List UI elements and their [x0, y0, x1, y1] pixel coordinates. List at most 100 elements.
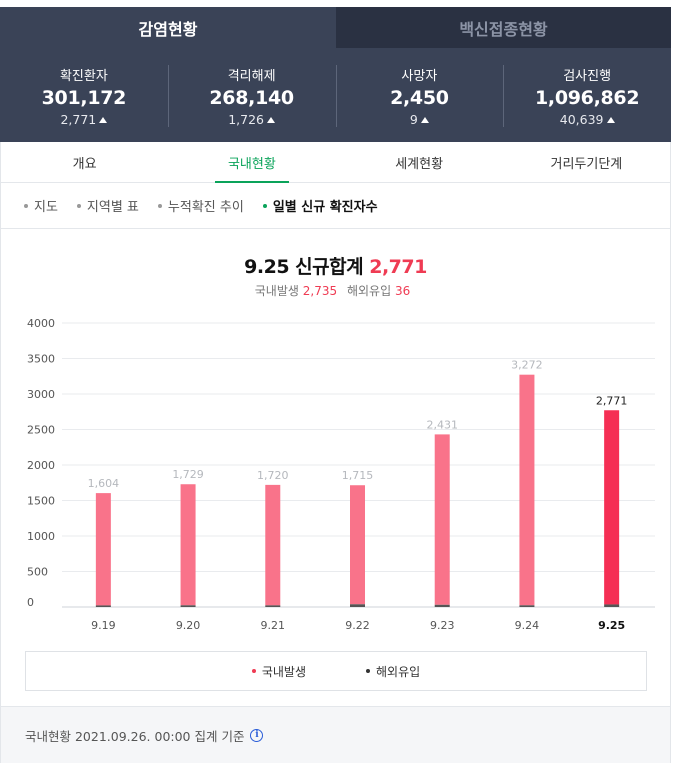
chart-title-total: 2,771	[369, 256, 427, 278]
tab-overview[interactable]: 개요	[72, 156, 97, 172]
legend-item-domestic[interactable]: 국내발생	[251, 663, 306, 680]
bar-overseas	[350, 604, 365, 607]
domestic-value: 2,735	[302, 284, 338, 298]
widget-frame	[0, 7, 671, 763]
y-tick-label: 500	[27, 566, 48, 579]
stat-testing: 검사진행 1,096,862 40,639	[503, 48, 671, 142]
bar-overseas	[180, 605, 196, 607]
bullet-icon	[76, 203, 81, 208]
stat-value: 2,450	[390, 87, 449, 109]
data-label: 1,729	[172, 468, 204, 481]
bar-domestic	[350, 485, 365, 605]
stat-value: 268,140	[209, 87, 294, 109]
up-arrow-icon	[99, 117, 108, 123]
legend-dot-icon	[366, 669, 370, 673]
sub-tabs: 개요 국내현황 세계현황 거리두기단계	[1, 142, 670, 183]
y-tick-label: 3500	[27, 353, 55, 366]
bar-overseas	[519, 605, 535, 607]
y-tick-label: 1000	[27, 530, 55, 543]
filter-map[interactable]: 지도	[24, 196, 58, 215]
filter-bar: 지도 지역별 표 누적확진 추이 일별 신규 확진자수	[1, 183, 670, 229]
stat-confirmed: 확진환자 301,172 2,771	[0, 48, 168, 142]
filter-label: 지도	[34, 200, 58, 215]
stat-label: 확진환자	[59, 69, 108, 84]
stat-delta: 9	[336, 112, 504, 127]
legend-label: 국내발생	[261, 664, 306, 679]
up-arrow-icon	[606, 117, 615, 123]
bar-domestic	[434, 434, 450, 605]
bar-chart-svg: 0 500 1000 1500 2000 2500 3000 3500 4000 1,604 9.1…	[27, 317, 655, 632]
stat-delta: 40,639	[503, 112, 671, 127]
up-arrow-icon	[267, 117, 276, 123]
top-tabs: 감염현황 백신접종현황	[0, 7, 671, 48]
summary-header: 감염현황 백신접종현황 확진환자 301,172 2,771 격리해제 268,…	[0, 7, 671, 142]
tab-domestic[interactable]: 국내현황	[168, 142, 335, 183]
legend-item-overseas[interactable]: 해외유입	[366, 663, 420, 680]
bar-domestic	[265, 484, 281, 606]
tab-world[interactable]: 세계현황	[395, 156, 444, 172]
stat-delta-value: 1,726	[228, 112, 265, 127]
bar-overseas	[265, 605, 281, 607]
x-tick-label: 9.23	[430, 619, 455, 632]
legend-label: 해외유입	[376, 664, 421, 679]
stat-delta: 1,726	[168, 112, 336, 127]
x-tick-label: 9.19	[91, 619, 116, 632]
stat-value: 301,172	[41, 87, 127, 109]
chart-title-text: 9.25 신규합계	[244, 256, 364, 278]
data-label: 1,720	[257, 469, 289, 482]
filter-label: 일별 신규 확진자수	[272, 200, 378, 215]
bar-overseas	[434, 604, 450, 607]
data-label: 1,715	[342, 469, 374, 482]
data-label: 1,604	[88, 477, 120, 490]
x-tick-label: 9.22	[345, 619, 370, 632]
y-tick-label: 1500	[27, 495, 55, 508]
info-icon[interactable]: i	[250, 728, 264, 742]
filter-label: 지역별 표	[86, 200, 139, 215]
stat-released: 격리해제 268,140 1,726	[167, 48, 336, 142]
footer-text: 국내현황 2021.09.26. 00:00 집계 기준	[25, 728, 245, 744]
domestic-label: 국내발생	[254, 284, 299, 298]
chart-legend: 국내발생 해외유입	[25, 651, 647, 691]
stat-value: 1,096,862	[534, 87, 640, 109]
x-tick-label: 9.20	[176, 619, 201, 632]
up-arrow-icon	[420, 117, 429, 123]
stat-delta-value: 9	[409, 112, 418, 127]
bar-domestic	[95, 493, 111, 606]
filter-label: 누적확진 추이	[167, 200, 244, 215]
y-tick-label: 0	[27, 596, 34, 609]
stat-delta: 2,771	[0, 112, 168, 127]
stat-label: 사망자	[401, 69, 438, 84]
bar-domestic	[180, 484, 196, 606]
x-tick-label: 9.25	[598, 619, 625, 632]
overseas-label: 해외유입	[346, 284, 392, 298]
bullet-icon	[157, 203, 162, 208]
data-label: 2,431	[426, 418, 458, 431]
overseas-value: 36	[394, 284, 411, 298]
data-label: 3,272	[511, 359, 543, 372]
x-tick-label: 9.21	[261, 619, 286, 632]
bar-overseas	[604, 604, 620, 607]
bullet-icon	[24, 203, 28, 208]
chart-subtitle: 국내발생 2,735 해외유입 36	[0, 282, 671, 299]
legend-dot-icon	[251, 669, 256, 673]
y-tick-label: 4000	[27, 317, 55, 330]
bar-domestic	[519, 374, 535, 606]
daily-cases-chart: 0 500 1000 1500 2000 2500 3000 3500 4000 1,604 9.1…	[0, 310, 671, 640]
tab-distancing-level[interactable]: 거리두기단계	[550, 156, 623, 172]
stat-label: 검사진행	[563, 69, 612, 84]
stat-delta-value: 2,771	[60, 112, 97, 127]
y-tick-label: 3000	[27, 388, 55, 401]
filter-region-table[interactable]: 지역별 표	[76, 196, 139, 215]
y-tick-label: 2500	[27, 424, 55, 437]
bar-domestic	[604, 410, 620, 605]
stat-delta-value: 40,639	[559, 112, 604, 127]
tab-vaccination-status[interactable]: 백신접종현황	[336, 7, 671, 48]
bullet-icon	[262, 203, 267, 208]
filter-cumulative-trend[interactable]: 누적확진 추이	[157, 196, 244, 215]
stat-label: 격리해제	[227, 69, 276, 84]
stats-row: 확진환자 301,172 2,771 격리해제 268,140 1,726 사망…	[0, 48, 671, 142]
tab-infection-status[interactable]: 감염현황	[0, 7, 336, 48]
filter-daily-new-cases[interactable]: 일별 신규 확진자수	[262, 196, 378, 215]
data-label: 2,771	[596, 394, 628, 407]
x-tick-label: 9.24	[515, 619, 540, 632]
